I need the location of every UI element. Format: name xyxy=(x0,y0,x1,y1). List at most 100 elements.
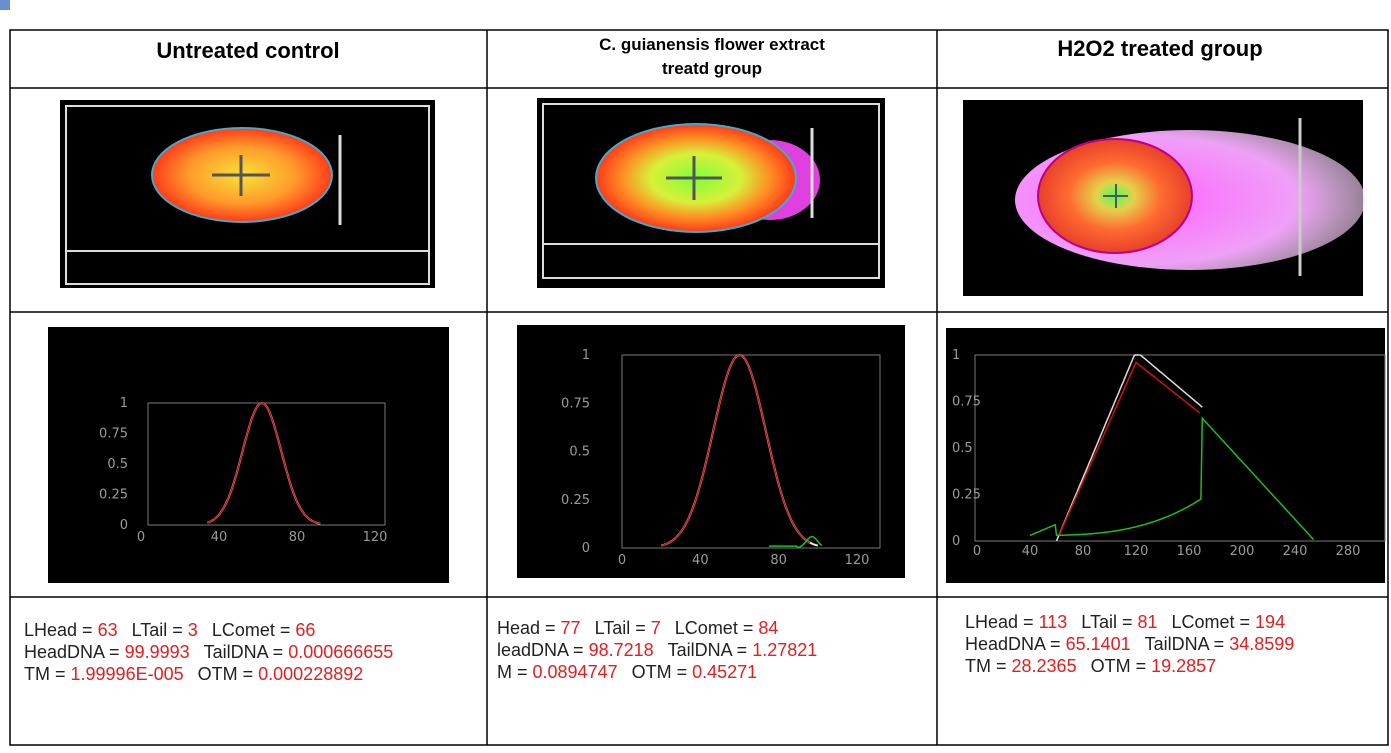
comet-image xyxy=(963,100,1365,296)
x-tick-label: 120 xyxy=(845,553,870,568)
y-tick-label: 0 xyxy=(952,534,960,549)
x-tick-label: 0 xyxy=(973,544,981,559)
measurement-label: LComet = xyxy=(675,618,759,638)
header-line: treatd group xyxy=(662,59,762,78)
measurement-label: TM = xyxy=(965,656,1012,676)
plot-background xyxy=(48,327,449,583)
measurement-value: 194 xyxy=(1255,612,1285,632)
column-header: H2O2 treated group xyxy=(1057,36,1262,61)
measurement-label: LComet = xyxy=(212,620,296,640)
measurement-label: LHead = xyxy=(965,612,1039,632)
x-tick-label: 40 xyxy=(1022,544,1039,559)
y-tick-label: 0.5 xyxy=(569,445,590,460)
profile-curve xyxy=(1058,361,1201,536)
measurement-value: 0.000228892 xyxy=(258,664,363,684)
y-tick-label: 1 xyxy=(952,348,960,363)
measurement-label: TM = xyxy=(24,664,71,684)
y-tick-label: 0.75 xyxy=(561,396,590,411)
y-tick-label: 0 xyxy=(582,541,590,556)
x-tick-label: 120 xyxy=(1124,544,1149,559)
measurement-value: 3 xyxy=(188,620,198,640)
x-tick-label: 0 xyxy=(137,530,145,545)
column-header: C. guianensis flower extract treatd group xyxy=(599,35,825,78)
table-grid xyxy=(9,29,1389,746)
measurement-value: 0.000666655 xyxy=(288,642,393,662)
measurement-value: 84 xyxy=(758,618,778,638)
y-tick-label: 0.75 xyxy=(99,427,128,442)
measurement-value: 65.1401 xyxy=(1066,634,1131,654)
measurement-label: TailDNA = xyxy=(668,640,753,660)
y-tick-label: 0.25 xyxy=(99,488,128,503)
measurement-value: 34.8599 xyxy=(1229,634,1294,654)
x-tick-label: 80 xyxy=(770,553,787,568)
measurement-value: 77 xyxy=(561,618,581,638)
x-tick-label: 40 xyxy=(692,553,709,568)
measurement-label: LTail = xyxy=(595,618,651,638)
measurement-line: M = 0.0894747 OTM = 0.45271 xyxy=(497,662,757,682)
measurement-label: HeadDNA = xyxy=(24,642,125,662)
measurement-label: TailDNA = xyxy=(204,642,289,662)
x-tick-label: 40 xyxy=(211,530,228,545)
measurement-label: LTail = xyxy=(132,620,188,640)
measurement-value: 66 xyxy=(295,620,315,640)
x-tick-label: 240 xyxy=(1283,544,1308,559)
measurement-line: TM = 28.2365 OTM = 19.2857 xyxy=(965,656,1216,676)
profile-curve xyxy=(660,354,811,547)
header-line: C. guianensis flower extract xyxy=(599,35,825,54)
measurement-line: HeadDNA = 65.1401 TailDNA = 34.8599 xyxy=(965,634,1294,654)
measurement-line: HeadDNA = 99.9993 TailDNA = 0.000666655 xyxy=(24,642,393,662)
x-tick-label: 200 xyxy=(1230,544,1255,559)
profile-curve xyxy=(1055,354,1203,542)
measurement-value: 28.2365 xyxy=(1012,656,1077,676)
measurement-line: leadDNA = 98.7218 TailDNA = 1.27821 xyxy=(497,640,817,660)
measurement-value: 1.99996E-005 xyxy=(71,664,184,684)
measurement-value: 99.9993 xyxy=(125,642,190,662)
measurement-value: 7 xyxy=(651,618,661,638)
x-tick-label: 80 xyxy=(289,530,306,545)
measurement-label: TailDNA = xyxy=(1145,634,1230,654)
measurement-label: OTM = xyxy=(1091,656,1152,676)
plot-background xyxy=(946,328,1385,583)
profile-curve xyxy=(207,402,321,525)
measurement-value: 1.27821 xyxy=(752,640,817,660)
measurement-value: 0.0894747 xyxy=(533,662,618,682)
column-header: Untreated control xyxy=(156,38,339,63)
measurement-value: 113 xyxy=(1039,612,1068,632)
y-tick-label: 0.5 xyxy=(952,441,973,456)
measurement-label: LComet = xyxy=(1172,612,1256,632)
measurement-value: 81 xyxy=(1137,612,1157,632)
plot-frame xyxy=(147,402,386,526)
measurement-line: LHead = 113 LTail = 81 LComet = 194 xyxy=(965,612,1285,632)
x-tick-label: 80 xyxy=(1075,544,1092,559)
plot-frame xyxy=(974,354,1386,542)
measurement-label: OTM = xyxy=(198,664,259,684)
measurement-label: Head = xyxy=(497,618,561,638)
measurement-label: leadDNA = xyxy=(497,640,589,660)
measurement-value: 0.45271 xyxy=(692,662,757,682)
measurement-label: HeadDNA = xyxy=(965,634,1066,654)
y-tick-label: 1 xyxy=(120,396,128,411)
x-tick-label: 120 xyxy=(363,530,388,545)
y-tick-label: 0 xyxy=(120,518,128,533)
y-tick-label: 0.25 xyxy=(952,488,981,503)
corner-icon xyxy=(0,0,10,10)
y-tick-label: 0.75 xyxy=(952,395,981,410)
measurement-line: LHead = 63 LTail = 3 LComet = 66 xyxy=(24,620,315,640)
x-tick-label: 160 xyxy=(1177,544,1202,559)
measurement-label: LHead = xyxy=(24,620,98,640)
measurement-value: 98.7218 xyxy=(589,640,654,660)
measurement-label: M = xyxy=(497,662,533,682)
x-tick-label: 280 xyxy=(1336,544,1361,559)
measurement-value: 63 xyxy=(98,620,118,640)
x-tick-label: 0 xyxy=(618,553,626,568)
comet-image xyxy=(60,100,435,288)
measurement-line: Head = 77 LTail = 7 LComet = 84 xyxy=(497,618,778,638)
y-tick-label: 0.5 xyxy=(107,457,128,472)
profile-curve xyxy=(768,535,823,549)
measurement-label: LTail = xyxy=(1081,612,1137,632)
y-tick-label: 1 xyxy=(582,348,590,363)
profile-curve xyxy=(1029,416,1315,541)
y-tick-label: 0.25 xyxy=(561,493,590,508)
